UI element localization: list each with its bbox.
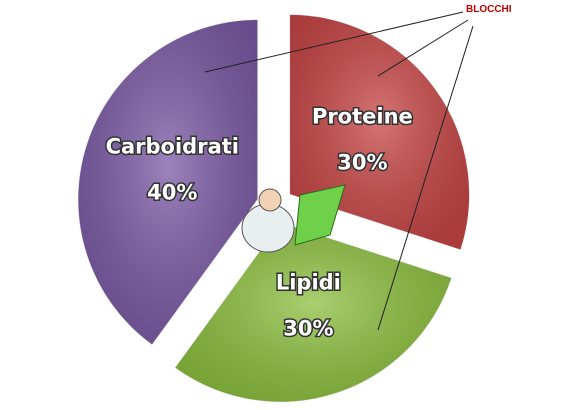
slice-shade [77, 19, 258, 346]
slice-label: Lipidi [276, 271, 341, 295]
value-label: 40% [147, 181, 197, 205]
leader-line [377, 19, 469, 77]
leader-line [377, 25, 474, 331]
slice-shade [174, 222, 452, 403]
value-label: 30% [283, 317, 333, 341]
leader-line [204, 11, 464, 73]
leader-lines [204, 11, 474, 331]
annotation: BLOCCHI [466, 4, 512, 15]
value-label: 30% [337, 151, 387, 175]
slice-label: Proteine [312, 105, 413, 129]
labels: Proteine 30% Lipidi 30% Carboidrati 40% [104, 103, 414, 342]
slice-label: Carboidrati [106, 135, 239, 159]
clipart [241, 184, 346, 253]
